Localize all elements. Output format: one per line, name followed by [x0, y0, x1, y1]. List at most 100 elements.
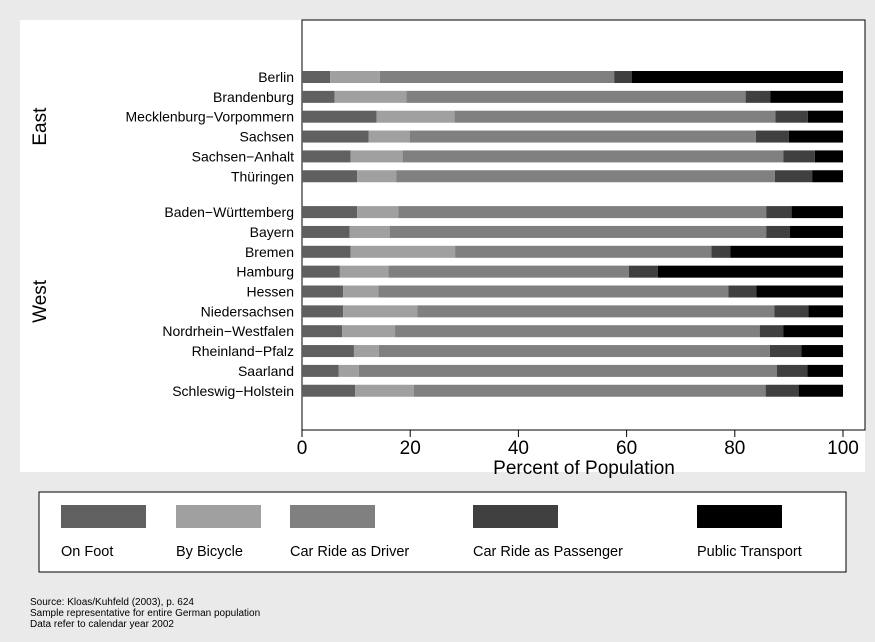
legend-swatch [473, 505, 558, 528]
category-labels: Berlin Brandenburg Mecklenburg−Vorpommern S… [126, 69, 295, 399]
bar-segment-car-ride-as-driver [402, 150, 784, 163]
bar-segment-public-transport [801, 345, 843, 358]
group-label: East [30, 107, 51, 146]
bar-segment-public-transport [814, 150, 843, 163]
category-label: Sachsen [240, 129, 294, 145]
category-label: Hessen [247, 284, 294, 300]
category-label: Rheinland−Pfalz [192, 343, 294, 359]
source-line: Source: Kloas/Kuhfeld (2003), p. 624 [30, 597, 194, 608]
bar-segment-by-bicycle [350, 245, 456, 258]
bar-segment-on-foot [302, 345, 354, 358]
legend-label: Car Ride as Driver [290, 544, 409, 560]
bar-segment-on-foot [302, 71, 331, 83]
legend-box [38, 491, 847, 573]
bar-segment-on-foot [302, 305, 344, 318]
bar-segment-on-foot [302, 265, 340, 278]
x-tick-label: 40 [508, 438, 529, 459]
bar-segment-car-ride-as-passenger [774, 305, 809, 318]
bar-segment-by-bicycle [368, 130, 410, 143]
bar-segment-car-ride-as-driver [398, 206, 767, 219]
bar-segment-on-foot [302, 364, 339, 377]
legend-swatch [697, 505, 782, 528]
group-label: West [30, 279, 51, 323]
bar-segment-car-ride-as-driver [396, 170, 775, 183]
bar-segment-car-ride-as-driver [454, 110, 776, 123]
bar-segment-on-foot [302, 206, 358, 219]
bar-segment-public-transport [788, 130, 843, 143]
bar-segment-by-bicycle [338, 364, 359, 377]
bar-segment-public-transport [798, 384, 843, 397]
x-tick-label: 20 [400, 438, 421, 459]
bar-segment-car-ride-as-driver [417, 305, 775, 318]
legend-label: Public Transport [697, 544, 802, 560]
bar-segment-on-foot [302, 170, 358, 183]
bar-segment-car-ride-as-passenger [774, 170, 813, 183]
category-label: Hamburg [236, 264, 294, 280]
bar-segment-by-bicycle [353, 345, 379, 358]
bar-segment-by-bicycle [350, 150, 403, 163]
bar-segment-by-bicycle [343, 285, 379, 298]
category-label: Baden−Württemberg [164, 204, 294, 220]
source-note: Source: Kloas/Kuhfeld (2003), p. 624 Sam… [30, 597, 260, 630]
bar-segment-public-transport [783, 325, 843, 338]
legend-label: By Bicycle [176, 544, 243, 560]
bar-segment-public-transport [770, 90, 843, 103]
category-label: Mecklenburg−Vorpommern [126, 109, 294, 125]
bar-segment-by-bicycle [376, 110, 455, 123]
category-label: Schleswig−Holstein [172, 383, 294, 399]
bar-segment-public-transport [730, 245, 843, 258]
bar-segment-car-ride-as-driver [378, 285, 729, 298]
bar-segment-car-ride-as-driver [389, 225, 767, 238]
bar-segment-by-bicycle [342, 325, 396, 338]
bar-segment-by-bicycle [330, 71, 380, 83]
bar-segment-car-ride-as-driver [395, 325, 760, 338]
bar-segment-public-transport [812, 170, 843, 183]
bar-segment-on-foot [302, 90, 335, 103]
sample-note-line: Sample representative for entire German … [30, 608, 261, 619]
bar-segment-on-foot [302, 150, 351, 163]
bar-segment-public-transport [657, 265, 843, 278]
bar-segment-by-bicycle [357, 170, 397, 183]
category-label: Thüringen [231, 168, 294, 184]
bar-segment-on-foot [302, 225, 350, 238]
bar-segment-by-bicycle [355, 384, 414, 397]
bar-segment-on-foot [302, 285, 344, 298]
bar-segment-on-foot [302, 245, 351, 258]
bar-segment-public-transport [791, 206, 843, 219]
category-label: Nordrhein−Westfalen [162, 323, 294, 339]
bar-segment-car-ride-as-passenger [728, 285, 757, 298]
group-labels: East West [30, 107, 51, 323]
bar-segment-public-transport [807, 364, 843, 377]
x-tick-label: 0 [297, 438, 308, 459]
bar-segment-car-ride-as-passenger [745, 90, 771, 103]
bar-segment-car-ride-as-driver [378, 345, 770, 358]
legend-label: Car Ride as Passenger [473, 544, 623, 560]
category-label: Niedersachsen [201, 303, 294, 319]
bar-segment-car-ride-as-driver [358, 364, 777, 377]
bar-segment-car-ride-as-passenger [614, 71, 633, 83]
bar-segment-on-foot [302, 384, 356, 397]
bar-segment-car-ride-as-driver [455, 245, 712, 258]
bars-layer [302, 71, 843, 397]
category-label: Bayern [250, 224, 294, 240]
x-axis-title: Percent of Population [493, 458, 675, 479]
bar-segment-by-bicycle [349, 225, 390, 238]
bar-segment-on-foot [302, 325, 343, 338]
legend-swatch [290, 505, 375, 528]
x-tick-label: 80 [724, 438, 745, 459]
legend: On Foot By Bicycle Car Ride as Driver Car R… [61, 505, 802, 560]
bar-segment-car-ride-as-passenger [777, 364, 808, 377]
bar-segment-car-ride-as-passenger [711, 245, 731, 258]
bar-segment-by-bicycle [343, 305, 418, 318]
bar-segment-public-transport [756, 285, 843, 298]
bar-segment-car-ride-as-passenger [628, 265, 658, 278]
category-label: Brandenburg [213, 89, 294, 105]
x-tick-label: 60 [616, 438, 637, 459]
bar-segment-by-bicycle [334, 90, 407, 103]
bar-segment-car-ride-as-passenger [775, 110, 808, 123]
bar-segment-car-ride-as-driver [409, 130, 756, 143]
plot-area [301, 19, 866, 431]
category-label: Saarland [238, 363, 294, 379]
